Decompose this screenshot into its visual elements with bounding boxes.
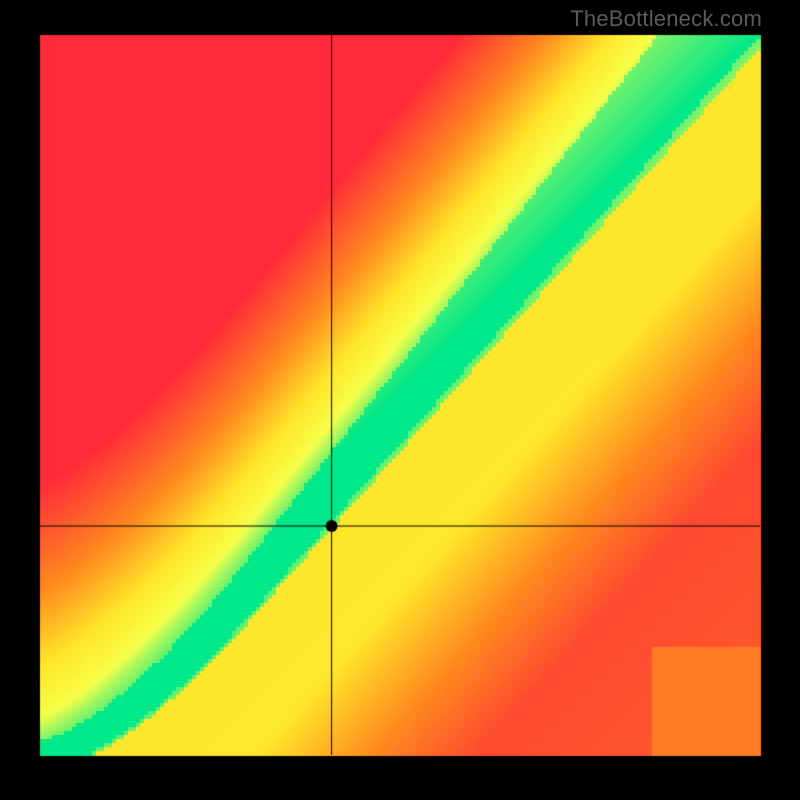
watermark-label: TheBottleneck.com [570,6,762,32]
bottleneck-heatmap-plot [0,0,800,800]
chart-container: TheBottleneck.com [0,0,800,800]
